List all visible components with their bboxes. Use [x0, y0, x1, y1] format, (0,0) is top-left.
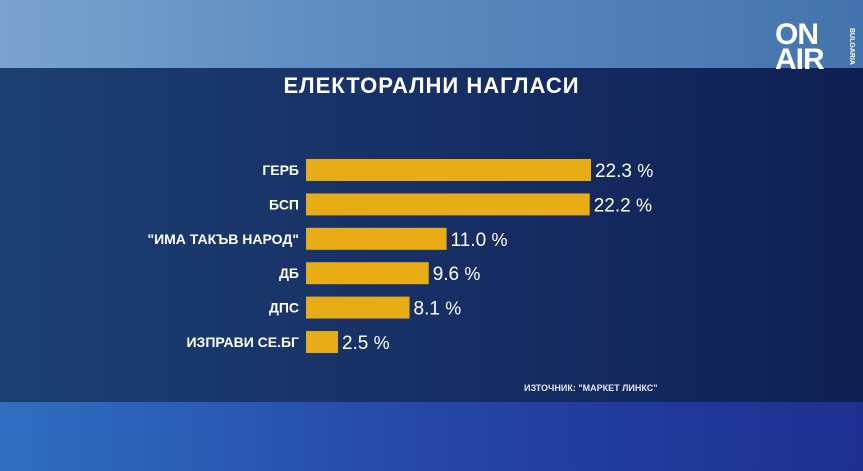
- unit-label: %: [636, 195, 652, 215]
- category-label: "ИМА ТАКЪВ НАРОД": [147, 231, 299, 247]
- value-label: 8.1 %: [414, 299, 462, 320]
- unit-label: %: [374, 333, 390, 353]
- category-label: ДБ: [279, 265, 299, 281]
- value-label: 2.5 %: [342, 333, 390, 354]
- unit-label: %: [491, 230, 507, 250]
- category-label: ДПС: [269, 300, 299, 316]
- on-air-logo: ON AIR BULGARIA: [775, 18, 855, 76]
- category-label: ИЗПРАВИ СЕ.БГ: [186, 334, 299, 350]
- bar: [306, 227, 447, 250]
- background-bottom: [0, 402, 863, 471]
- value-label: 22.3 %: [595, 161, 653, 182]
- unit-label: %: [464, 264, 480, 284]
- bar: [306, 159, 591, 181]
- unit-label: %: [445, 299, 461, 319]
- value-label: 22.2 %: [594, 195, 652, 216]
- value-label: 9.6 %: [433, 264, 481, 285]
- background-top: [0, 0, 863, 68]
- category-label: ГЕРБ: [262, 162, 299, 178]
- unit-label: %: [637, 161, 653, 181]
- category-label: БСП: [269, 196, 299, 212]
- bar: [306, 193, 590, 216]
- bar: [306, 262, 429, 285]
- value-label: 11.0 %: [451, 230, 508, 251]
- bar: [306, 331, 338, 353]
- source-note: ИЗТОЧНИК: "МАРКЕТ ЛИНКС": [524, 383, 658, 393]
- chart-title: ЕЛЕКТОРАЛНИ НАГЛАСИ: [283, 73, 580, 98]
- bar: [306, 296, 410, 319]
